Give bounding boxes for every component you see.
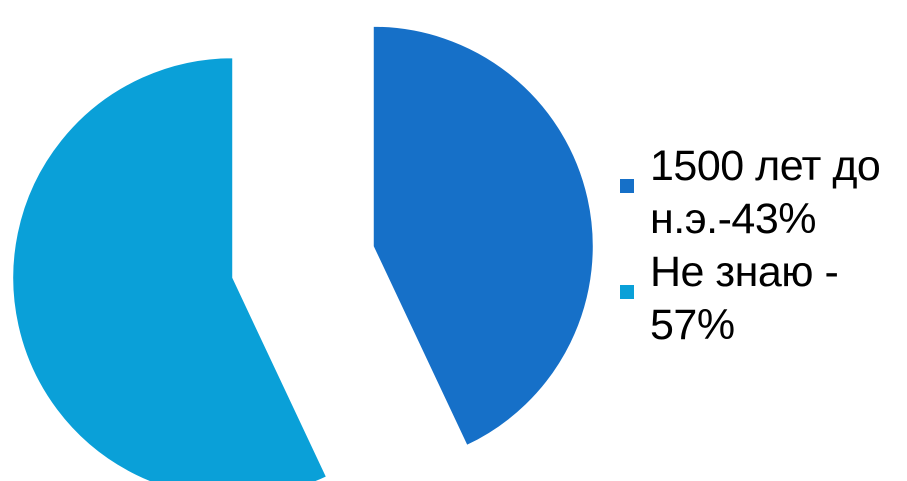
- legend-label: Не знаю - 57%: [650, 248, 839, 349]
- pie-slice: [12, 57, 328, 481]
- legend-item: Не знаю - 57%: [620, 246, 905, 352]
- legend-swatch-icon: [620, 179, 634, 193]
- chart-legend: 1500 лет до н.э.-43% Не знаю - 57%: [620, 140, 905, 352]
- legend-swatch-icon: [620, 285, 634, 299]
- legend-label: 1500 лет до н.э.-43%: [650, 142, 881, 243]
- pie-slice: [372, 25, 594, 447]
- legend-item: 1500 лет до н.э.-43%: [620, 140, 905, 246]
